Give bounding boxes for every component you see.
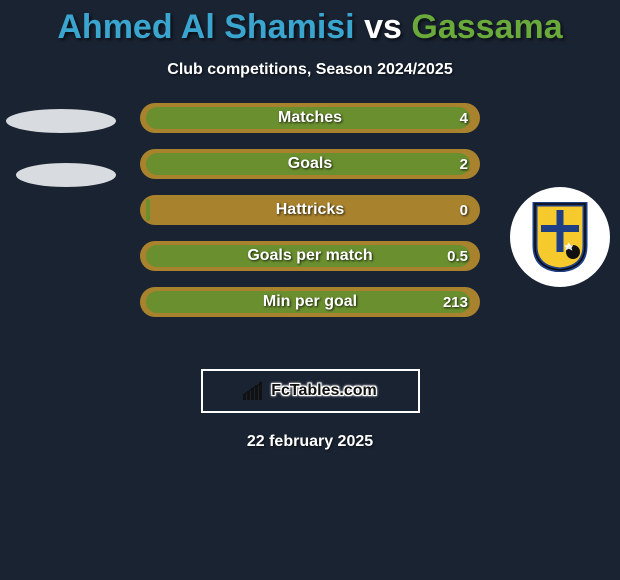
subtitle: Club competitions, Season 2024/2025 <box>0 61 620 79</box>
stat-bar-fill <box>146 245 470 267</box>
date-text: 22 february 2025 <box>0 433 620 451</box>
brand-box[interactable]: FcTables.com <box>201 369 420 413</box>
ascending-bars-icon <box>243 382 265 400</box>
stat-bar-fill <box>146 153 470 175</box>
stat-bar: Hattricks0 <box>140 195 480 225</box>
stat-bar: Goals2 <box>140 149 480 179</box>
brand-text-wrap: FcTables.com <box>271 382 377 400</box>
title: Ahmed Al Shamisi vs Gassama <box>0 0 620 47</box>
stat-bar-right-value: 0 <box>460 202 468 219</box>
stat-bar: Goals per match0.5 <box>140 241 480 271</box>
stat-bar: Min per goal213 <box>140 287 480 317</box>
stat-bar-fill <box>146 291 470 313</box>
brand-text: FcTables.com <box>271 382 377 399</box>
ellipse-icon <box>16 163 116 187</box>
stat-bar-right-value: 4 <box>460 110 468 127</box>
stat-bars: Matches4 Goals2 Hattricks0 Goals per match0… <box>140 103 480 333</box>
crest-icon <box>510 187 610 287</box>
stat-bar-label: Hattricks <box>140 201 480 219</box>
player2-name: Gassama <box>411 8 562 46</box>
left-team-placeholder <box>0 109 130 229</box>
right-team-crest <box>510 187 610 287</box>
comparison-area: Matches4Goals2Hattricks0Goals per match0… <box>0 109 620 359</box>
player1-name: Ahmed Al Shamisi <box>57 8 354 46</box>
stat-bar-right-value: 2 <box>460 156 468 173</box>
vs-text: vs <box>364 8 402 46</box>
ellipse-icon <box>6 109 116 133</box>
stat-bar-fill <box>146 199 150 221</box>
stat-bar-fill <box>146 107 470 129</box>
stat-bar-right-value: 213 <box>443 294 468 311</box>
stat-bar: Matches4 <box>140 103 480 133</box>
stat-bar-right-value: 0.5 <box>447 248 468 265</box>
comparison-card: { "title": { "player1": "Ahmed Al Shamis… <box>0 0 620 580</box>
